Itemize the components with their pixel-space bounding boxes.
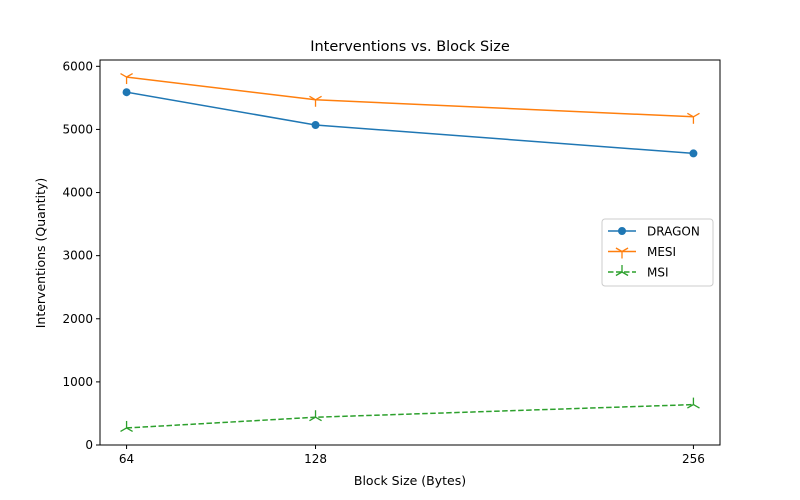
marker-arm (120, 72, 127, 78)
y-tick-label: 6000 (62, 59, 93, 73)
legend: DRAGON MESI MSI (601, 218, 714, 287)
y-tick-label: 0 (85, 438, 93, 452)
axes-frame (99, 59, 721, 446)
legend-marker (615, 265, 629, 277)
legend-entry-dragon: DRAGON (608, 225, 700, 239)
marker-circle (618, 227, 626, 235)
marker-arm (693, 404, 700, 409)
y-tick-label: 2000 (62, 312, 93, 326)
marker-arm (615, 247, 623, 253)
legend-label: MSI (647, 266, 669, 280)
x-tick-label: 64 (119, 452, 134, 466)
y-tick-label: 3000 (62, 249, 93, 263)
legend-entry-mesi: MESI (608, 245, 676, 259)
data-point (311, 121, 320, 130)
marker-arm (693, 112, 700, 118)
x-axis-ticks: 64 128 256 (119, 445, 705, 466)
legend-marker (618, 227, 626, 235)
marker-arm (615, 271, 623, 277)
marker-circle (689, 149, 698, 158)
series-dragon (122, 88, 698, 158)
marker-arm (120, 427, 127, 433)
chart-title: Interventions vs. Block Size (310, 39, 510, 55)
y-axis-ticks: 0 1000 2000 3000 4000 5000 6000 (62, 59, 100, 452)
legend-label: MESI (647, 245, 676, 259)
marker-arm (687, 404, 694, 409)
x-tick-label: 128 (304, 452, 327, 466)
y-tick-label: 4000 (62, 186, 93, 200)
data-point (309, 410, 322, 422)
data-point (122, 88, 131, 97)
y-tick-label: 1000 (62, 375, 93, 389)
marker-arm (126, 72, 133, 78)
data-point (309, 95, 322, 107)
data-point (120, 72, 133, 85)
marker-arm (315, 416, 322, 422)
series-msi (120, 397, 700, 433)
plot-area (99, 59, 721, 446)
data-point (687, 112, 700, 124)
legend-marker (615, 247, 629, 259)
marker-circle (311, 121, 320, 130)
legend-entry-msi: MSI (608, 265, 669, 280)
x-axis-label: Block Size (Bytes) (354, 473, 466, 488)
y-tick-label: 5000 (62, 122, 93, 136)
x-tick-label: 256 (682, 452, 705, 466)
marker-arm (309, 416, 316, 422)
legend-label: DRAGON (647, 225, 700, 239)
marker-circle (122, 88, 131, 97)
data-point (689, 149, 698, 158)
marker-arm (315, 95, 322, 101)
y-axis-label: Interventions (Quantity) (33, 178, 48, 329)
marker-arm (621, 247, 629, 253)
series-layer (120, 72, 700, 433)
marker-arm (687, 112, 694, 118)
marker-arm (126, 427, 133, 433)
legend-box (601, 218, 714, 287)
data-point (687, 397, 700, 409)
series-mesi (120, 72, 700, 124)
marker-arm (309, 95, 316, 101)
data-point (120, 420, 133, 433)
marker-arm (621, 271, 629, 277)
